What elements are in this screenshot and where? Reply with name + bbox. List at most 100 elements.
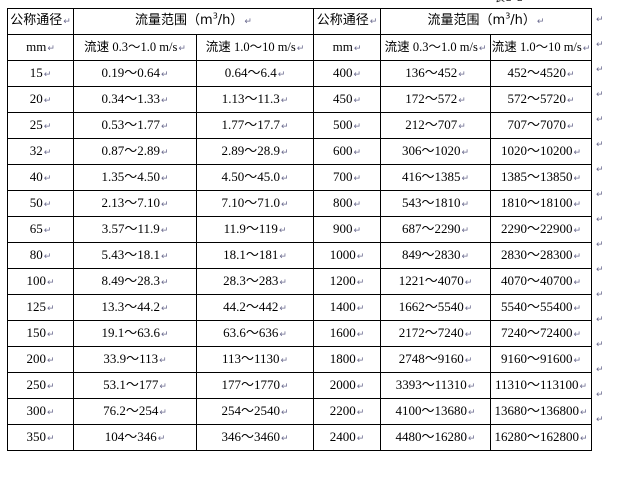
cell-flow-low-right: 2172～7240↵ <box>380 320 491 347</box>
pilcrow-mark: ↵ <box>159 407 167 418</box>
cell-value: 687～2290 <box>401 220 461 236</box>
header-speed-high-right-val: 1.0～10 m/s <box>519 39 582 54</box>
header-speed-high-right-cn: 流速 <box>491 38 517 54</box>
cell-flow-low-right: 687～2290↵ <box>380 216 491 243</box>
cell-value: 11.9～119 <box>223 220 278 236</box>
cell-dn-right: 900↵ <box>313 216 381 243</box>
pilcrow-mark: ↵ <box>356 381 365 392</box>
cell-value: 19.1～63.6 <box>101 324 160 340</box>
pilcrow-mark: ↵ <box>43 199 52 210</box>
pilcrow-mark: ↵ <box>566 69 575 80</box>
cell-value: 1221～4070 <box>398 272 464 288</box>
pilcrow-mark: ↵ <box>159 355 167 366</box>
cell-flow-low-right: 172～572↵ <box>380 86 491 113</box>
header-speed-low-left-cn: 流速 <box>84 38 110 54</box>
pilcrow-mark: ↵ <box>467 381 476 392</box>
header-flow-left-sup: 3 <box>212 11 218 21</box>
cell-value: 100 <box>26 272 46 288</box>
cell-flow-low-left: 19.1～63.6↵ <box>73 320 197 347</box>
cell-value: 543～1810 <box>401 194 461 210</box>
pilcrow-mark: ↵ <box>160 277 169 288</box>
pilcrow-mark: ↵ <box>277 69 286 80</box>
cell-dn-right: 2400↵ <box>313 424 381 451</box>
pilcrow-mark: ↵ <box>573 225 582 236</box>
cell-value: 1200 <box>329 272 356 288</box>
cell-value: 2290～22900 <box>500 220 573 236</box>
header-flow-right-sup: 3 <box>505 11 511 21</box>
cell-flow-low-right: 849～2830↵ <box>380 242 491 269</box>
cell-value: 450 <box>332 90 353 106</box>
pilcrow-mark: ↵ <box>356 329 365 340</box>
pilcrow-mark: ↵ <box>353 43 362 54</box>
pilcrow-mark: ↵ <box>596 215 604 225</box>
cell-flow-low-left: 104～346↵ <box>73 424 197 451</box>
cell-value: 33.9～113 <box>103 350 159 366</box>
pilcrow-mark: ↵ <box>280 173 289 184</box>
pilcrow-mark: ↵ <box>43 121 52 132</box>
cell-dn-left: 32↵ <box>7 138 74 165</box>
cell-value: 2172～7240 <box>398 324 464 340</box>
pilcrow-mark: ↵ <box>280 147 289 158</box>
cell-value: 200 <box>26 350 46 366</box>
cell-value: 5540～55400 <box>500 298 573 314</box>
cell-value: 849～2830 <box>401 246 461 262</box>
pilcrow-mark: ↵ <box>356 407 365 418</box>
cell-value: 1.35～4.50 <box>101 168 160 184</box>
pilcrow-mark: ↵ <box>596 240 604 250</box>
pilcrow-mark: ↵ <box>579 381 588 392</box>
cell-value: 2000 <box>329 376 356 392</box>
pilcrow-mark: ↵ <box>159 381 167 392</box>
cell-flow-high-left: 4.50～45.0↵ <box>196 164 314 191</box>
cell-value: 177～1770 <box>221 376 280 392</box>
cell-dn-left: 150↵ <box>7 320 74 347</box>
cell-value: 63.6～636 <box>223 324 279 340</box>
pilcrow-mark: ↵ <box>461 147 470 158</box>
cell-value: 800 <box>332 194 353 210</box>
header-unit-left-text: mm <box>26 38 47 54</box>
cell-flow-low-left: 1.35～4.50↵ <box>73 164 197 191</box>
cell-flow-high-right: 2290～22900↵ <box>490 216 592 243</box>
cell-dn-right: 400↵ <box>313 60 381 87</box>
pilcrow-mark: ↵ <box>280 381 289 392</box>
cell-flow-high-left: 44.2～442↵ <box>196 294 314 321</box>
cell-dn-left: 50↵ <box>7 190 74 217</box>
cell-value: 0.64～6.4 <box>224 64 277 80</box>
cell-value: 113～1130 <box>221 350 280 366</box>
cell-flow-high-left: 11.9～119↵ <box>196 216 314 243</box>
header-dn-right: 公称通径↵ <box>313 8 381 35</box>
cell-flow-high-right: 4070～40700↵ <box>490 268 592 295</box>
cell-flow-low-right: 2748～9160↵ <box>380 346 491 373</box>
cell-flow-high-left: 2.89～28.9↵ <box>196 138 314 165</box>
table-row: 25↵ 0.53～1.77↵ 1.77～17.7↵ 500↵ 212～707↵ 707～7… <box>7 112 592 139</box>
pilcrow-mark: ↵ <box>280 407 289 418</box>
header-flow-right-post: /h） <box>510 13 536 28</box>
pilcrow-mark: ↵ <box>43 251 52 262</box>
table-row: 50↵ 2.13～7.10↵ 7.10～71.0↵ 800↵ 543～1810↵ 1810… <box>7 190 592 217</box>
cell-flow-low-left: 2.13～7.10↵ <box>73 190 197 217</box>
cell-value: 50 <box>29 194 43 210</box>
pilcrow-mark: ↵ <box>178 43 186 54</box>
cell-value: 16280～162800 <box>494 428 579 444</box>
cell-flow-high-left: 7.10～71.0↵ <box>196 190 314 217</box>
header-unit-right: mm↵ <box>313 34 381 61</box>
cell-flow-low-right: 306～1020↵ <box>380 138 491 165</box>
cell-value: 900 <box>332 220 353 236</box>
pilcrow-mark: ↵ <box>353 173 362 184</box>
cell-flow-low-left: 13.3～44.2↵ <box>73 294 197 321</box>
cell-dn-left: 200↵ <box>7 346 74 373</box>
table-row: 200↵ 33.9～113↵ 113～1130↵ 1800↵ 2748～9160↵ 916… <box>7 346 592 373</box>
cell-value: 13.3～44.2 <box>101 298 160 314</box>
pilcrow-mark: ↵ <box>356 277 365 288</box>
cell-dn-right: 500↵ <box>313 112 381 139</box>
pilcrow-mark: ↵ <box>278 225 287 236</box>
pilcrow-mark: ↵ <box>353 95 362 106</box>
table-body: 15↵ 0.19～0.64↵ 0.64～6.4↵ 400↵ 136～452↵ 452～45… <box>7 60 592 451</box>
cell-dn-right: 1400↵ <box>313 294 381 321</box>
cell-value: 0.53～1.77 <box>101 116 160 132</box>
pilcrow-mark: ↵ <box>157 433 166 444</box>
cell-flow-low-left: 8.49～28.3↵ <box>73 268 197 295</box>
pilcrow-mark: ↵ <box>579 433 588 444</box>
cell-dn-right: 1600↵ <box>313 320 381 347</box>
cell-value: 500 <box>332 116 353 132</box>
pilcrow-mark: ↵ <box>566 95 575 106</box>
